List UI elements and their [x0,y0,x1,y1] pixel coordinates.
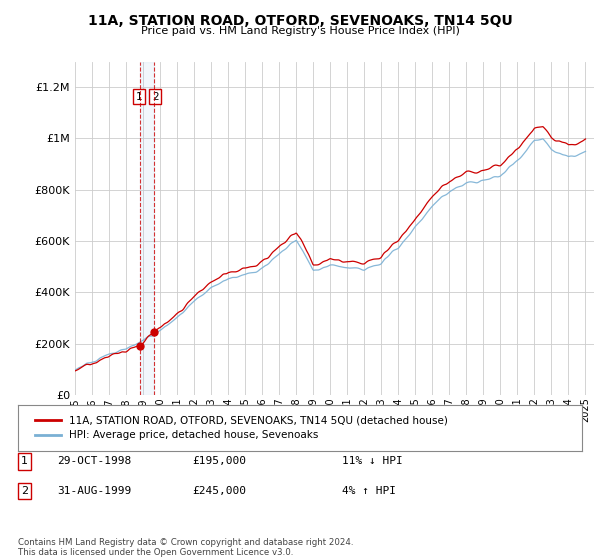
Text: 29-OCT-1998: 29-OCT-1998 [57,456,131,466]
Bar [140,62,154,395]
Text: Contains HM Land Registry data © Crown copyright and database right 2024.
This d: Contains HM Land Registry data © Crown c… [18,538,353,557]
Text: Price paid vs. HM Land Registry's House Price Index (HPI): Price paid vs. HM Land Registry's House … [140,26,460,36]
Point [136,341,145,350]
Legend: 11A, STATION ROAD, OTFORD, SEVENOAKS, TN14 5QU (detached house), HPI: Average pr: 11A, STATION ROAD, OTFORD, SEVENOAKS, TN… [29,409,455,447]
Text: £245,000: £245,000 [192,486,246,496]
Text: 4% ↑ HPI: 4% ↑ HPI [342,486,396,496]
Point [149,328,159,337]
Text: 11% ↓ HPI: 11% ↓ HPI [342,456,403,466]
Text: £195,000: £195,000 [192,456,246,466]
Text: 1: 1 [21,456,28,466]
Text: 2: 2 [152,92,158,101]
Text: 11A, STATION ROAD, OTFORD, SEVENOAKS, TN14 5QU: 11A, STATION ROAD, OTFORD, SEVENOAKS, TN… [88,14,512,28]
Text: 1: 1 [136,92,143,101]
Text: 2: 2 [21,486,28,496]
Text: 31-AUG-1999: 31-AUG-1999 [57,486,131,496]
